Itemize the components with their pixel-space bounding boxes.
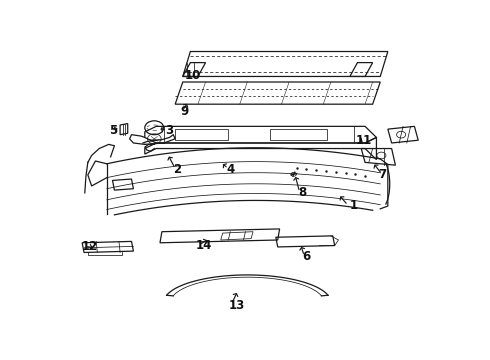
Text: 8: 8 <box>298 186 307 199</box>
Text: 5: 5 <box>109 124 117 137</box>
Text: 9: 9 <box>181 105 189 118</box>
Text: 1: 1 <box>350 199 358 212</box>
Text: 3: 3 <box>166 124 174 137</box>
Text: 10: 10 <box>185 68 201 82</box>
Text: 4: 4 <box>226 163 235 176</box>
Text: 6: 6 <box>302 250 311 263</box>
Text: 2: 2 <box>173 163 181 176</box>
Text: 7: 7 <box>378 168 387 181</box>
Text: 13: 13 <box>228 299 245 312</box>
Text: 14: 14 <box>196 239 213 252</box>
Text: 12: 12 <box>82 240 98 253</box>
Text: 11: 11 <box>356 134 372 147</box>
